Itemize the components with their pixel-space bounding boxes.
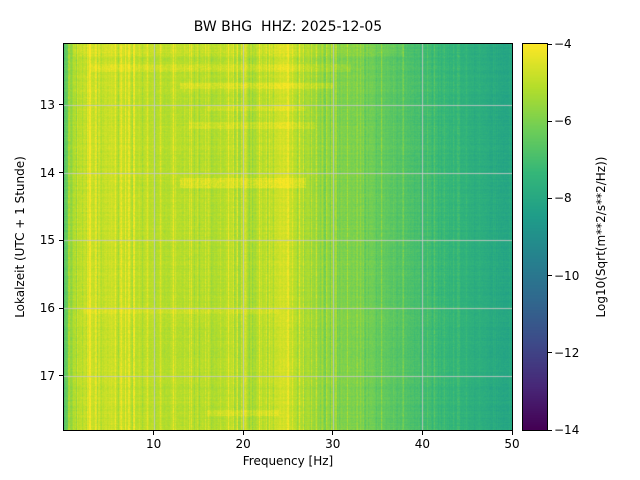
y-tick-mark (59, 172, 63, 174)
colorbar-tick-mark (548, 352, 552, 354)
colorbar-tick-label: −14 (554, 423, 580, 437)
colorbar-tick-label: −6 (554, 114, 572, 129)
colorbar-tick-mark (548, 197, 552, 199)
x-tick-mark (511, 431, 513, 435)
y-tick-mark (59, 307, 63, 309)
y-tick-mark (59, 104, 63, 106)
x-tick-mark (421, 431, 423, 435)
y-tick-mark (59, 375, 63, 377)
y-tick-label: 16 (39, 301, 55, 316)
y-axis-label: Lokalzeit (UTC + 1 Stunde) (13, 156, 27, 318)
x-tick-label: 10 (145, 437, 162, 451)
y-tick-label: 14 (39, 165, 55, 180)
plot-area (63, 43, 513, 431)
y-tick-label: 17 (39, 368, 55, 383)
colorbar-tick-label: −8 (554, 191, 572, 206)
colorbar-tick-label: −4 (554, 37, 572, 51)
y-tick-label: 13 (39, 97, 55, 112)
spectrogram-heatmap (64, 44, 512, 430)
x-tick-mark (332, 431, 334, 435)
x-axis-label: Frequency [Hz] (242, 454, 334, 468)
x-tick-label: 40 (414, 437, 431, 451)
y-tick-label: 15 (39, 233, 55, 248)
colorbar (522, 43, 548, 431)
y-tick-mark (59, 239, 63, 241)
x-tick-mark (153, 431, 155, 435)
chart-title: BW BHG HHZ: 2025-12-05 (193, 19, 383, 35)
x-tick-label: 20 (235, 437, 251, 451)
x-tick-label: 50 (504, 437, 520, 451)
colorbar-label: Log10(Sqrt(m**2/s**2/Hz)) (594, 156, 608, 318)
colorbar-tick-mark (548, 120, 552, 122)
colorbar-tick-mark (548, 429, 552, 431)
x-tick-mark (242, 431, 244, 435)
x-tick-label: 30 (325, 437, 341, 451)
colorbar-tick-mark (548, 43, 552, 45)
colorbar-gradient (523, 44, 547, 430)
colorbar-tick-label: −10 (554, 268, 580, 283)
colorbar-tick-label: −12 (554, 345, 580, 360)
colorbar-tick-mark (548, 275, 552, 277)
